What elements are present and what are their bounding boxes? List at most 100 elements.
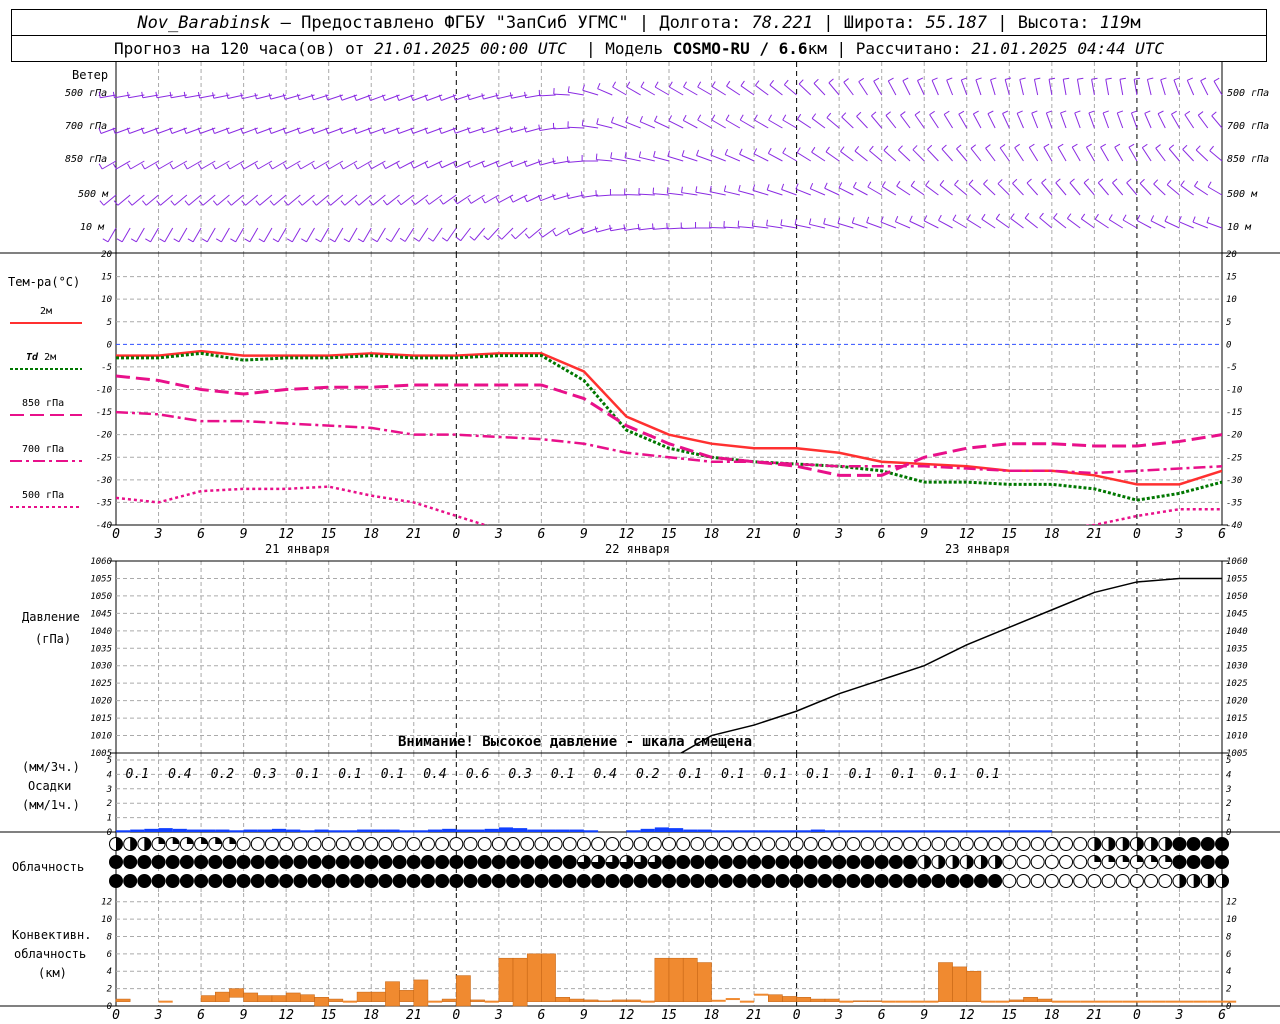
wind-barb [523,126,527,133]
cloud-symbol [1030,855,1045,869]
wind-barb [869,150,883,162]
wind-barb [753,148,758,155]
latitude-label: Широта: [843,12,916,33]
cloud-symbol-fill [520,874,534,888]
cloud-symbol-fill [166,855,180,869]
cloud-symbol-fill [1193,874,1201,888]
cloud-symbol-fill [407,855,421,869]
hour-tick-label: 21 [1087,1008,1103,1023]
hour-tick-label: 12 [959,527,975,542]
cloud-symbol [420,837,435,851]
hour-tick-label: 0 [1133,1008,1141,1023]
temp-series-line [116,351,1222,502]
cloud-symbol-fill [733,874,747,888]
wind-barb [1168,148,1180,162]
cloud-symbol-fill [520,855,534,869]
wind-barb [898,149,911,162]
wind-barb [653,227,670,230]
precip-3h-total: 0.1 [679,767,702,782]
pressure-tick-label: 1040 [1226,627,1248,637]
wind-barb [1171,113,1180,129]
hour-tick-label: 0 [112,1008,120,1023]
altitude-label: Высота: [1017,12,1090,33]
wind-barb [910,180,915,187]
precip-bar [286,829,301,832]
cloud-symbol-fill [563,855,577,869]
wind-barb [130,238,137,243]
wind-barb [257,160,273,170]
wind-barb [164,227,174,243]
precip-bar [385,829,400,832]
wind-barb [853,186,868,196]
wind-barb [368,163,372,170]
precip-bar [768,830,783,833]
temp-tick-label: -30 [1226,476,1242,486]
wind-barb [946,79,954,96]
wind-barb [1206,216,1210,223]
wind-barb [1043,146,1053,162]
conv-bar [668,957,684,1002]
conv-unit: (км) [38,966,67,980]
cloud-symbol-fill [152,874,166,888]
wind-barb [683,81,687,88]
wind-barb [654,86,670,96]
precip-tick-label: 4 [1226,770,1231,780]
wind-barb [782,152,797,162]
wind-barb [334,227,344,243]
wind-barb [840,146,845,152]
wind-barb [681,150,685,157]
wind-barb [725,119,741,129]
hour-tick-label: 18 [1044,527,1060,542]
precip-bar [300,830,315,833]
wind-barb [185,94,202,99]
temp-tick-label: -15 [1226,408,1242,418]
conv-tick-label: 10 [101,915,112,925]
wind-barb [501,227,514,240]
conv-bar [626,999,641,1002]
wind-barb [523,196,528,202]
wind-barb [798,83,812,96]
wind-barb [197,163,202,170]
wind-barb [711,86,726,96]
wind-barb [997,183,1010,196]
wind-barb [215,238,222,243]
wind-barb [438,94,442,101]
wind-barb [212,92,215,99]
wind-barb [858,77,865,83]
temp-tick-label: -10 [1226,386,1242,396]
calc-label: Рассчитано: [855,39,962,58]
wind-barb [328,160,344,170]
precip-bar [357,829,372,832]
wind-barb [927,149,939,162]
wind-barb [178,227,188,243]
wind-barb [142,94,159,99]
header-line-1: Nov_Barabinsk — Предоставлено ФГБУ "ЗапС… [11,9,1267,36]
wind-barb [624,227,641,231]
wind-barb [140,127,144,134]
wind-barb [100,94,117,99]
precip-bar [498,827,514,832]
wind-barb [101,160,117,170]
cloud-symbol-fill [180,874,194,888]
wind-barb [1010,213,1015,219]
header-line-2: Прогноз на 120 часа(ов) от 21.01.2025 00… [11,35,1267,62]
pressure-tick-label: 1055 [90,574,112,584]
cloud-symbol [1030,874,1045,888]
wind-barb [226,92,229,99]
temp-series-line [116,485,1222,525]
wind-barb [446,227,457,242]
wind-barb [371,238,378,243]
hour-tick-label: 0 [452,527,460,542]
wind-barb [813,83,826,96]
wind-barb [567,126,584,129]
wind-barb [1194,180,1199,187]
wind-barb [283,200,289,206]
conv-bar [314,997,329,1007]
precip-bar [754,830,769,833]
wind-barb [397,199,402,206]
wind-barb [871,111,877,117]
precip-bar [995,830,1010,833]
wind-barb [216,194,230,206]
temp-tick-label: 20 [101,250,112,260]
cloud-symbol-fill [1108,855,1116,862]
